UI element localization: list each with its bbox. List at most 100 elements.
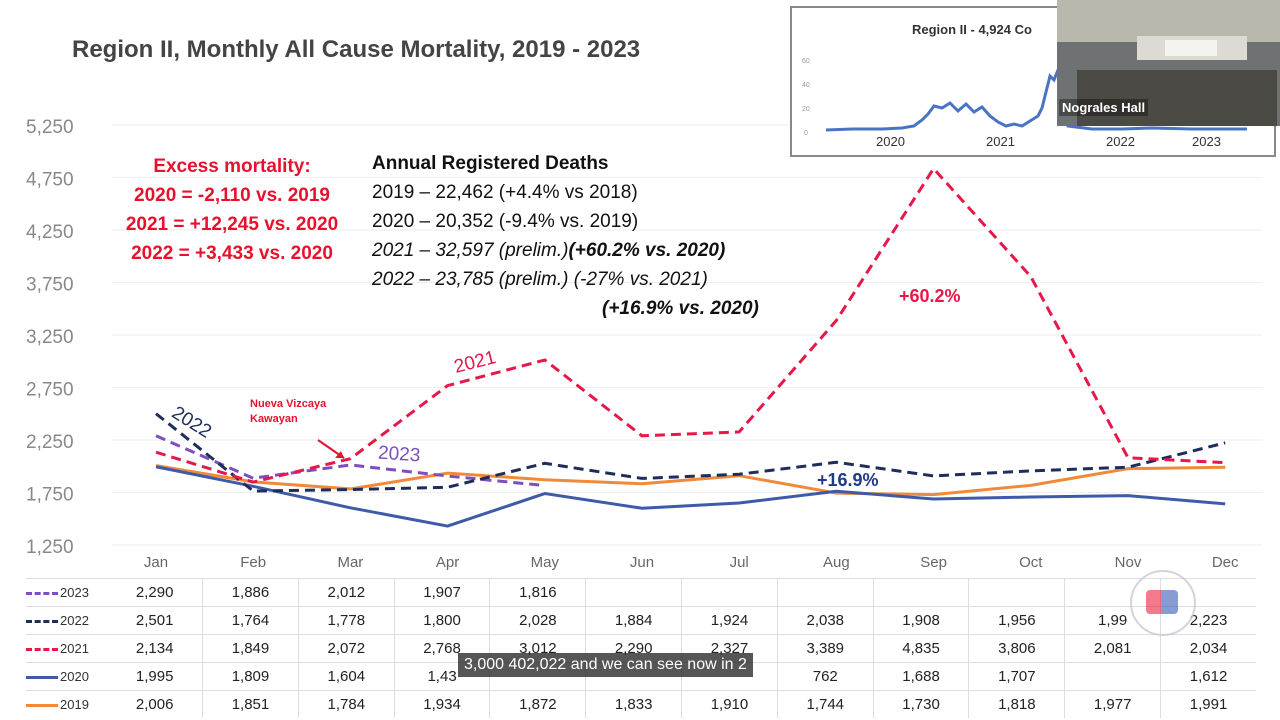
series-line-2022 (155, 412, 1226, 493)
table-cell: 2,134 (107, 634, 203, 663)
chart-title: Region II, Monthly All Cause Mortality, … (72, 36, 641, 63)
series-line-2021 (155, 166, 1226, 484)
table-legend-key: 2021 (26, 634, 108, 663)
excess-line-2022: 2022 = +3,433 vs. 2020 (131, 243, 333, 264)
inset-year-2021: 2021 (986, 134, 1015, 149)
legend-swatch (26, 619, 58, 623)
table-cell: 1,908 (872, 606, 969, 635)
x-tick-label: Jan (144, 554, 168, 571)
legend-swatch (26, 675, 58, 679)
table-cell: 762 (776, 662, 874, 691)
table-cell (585, 578, 682, 607)
series-line-2020 (155, 465, 1226, 528)
table-cell: 1,924 (681, 606, 778, 635)
legend-label: 2021 (60, 641, 89, 656)
x-tick-label: Sep (920, 554, 947, 571)
kawayan-text: Kawayan (250, 413, 298, 425)
excess-heading: Excess mortality: (153, 156, 311, 177)
annual-heading: Annual Registered Deaths (372, 153, 609, 174)
table-row-2019: 2019 2,006 1,851 1,784 1,934 1,872 1,833 1,910 1… (26, 690, 1256, 718)
y-tick-label: 3,750 (26, 275, 74, 296)
label-pct-169: +16.9% (817, 470, 879, 490)
annual-deaths-box: Annual Registered Deaths 2019 – 22,462 (… (372, 149, 759, 323)
table-cell: 1,764 (202, 606, 299, 635)
y-tick-label: 4,250 (26, 222, 74, 243)
table-cell (872, 578, 969, 607)
table-cell: 2,006 (107, 690, 203, 718)
table-cell (681, 578, 778, 607)
table-cell: 2,028 (489, 606, 586, 635)
table-cell: 1,910 (681, 690, 778, 718)
label-2023: 2023 (377, 442, 421, 467)
table-cell: 3,806 (968, 634, 1065, 663)
legend-swatch (26, 703, 58, 707)
y-tick-label: 5,250 (26, 117, 74, 138)
y-tick-label: 1,750 (26, 485, 74, 506)
table-cell: 1,934 (393, 690, 490, 718)
inset-ytick: 40 (802, 82, 810, 89)
video-feed[interactable]: Nograles Hall (1057, 0, 1280, 126)
table-cell: 4,835 (872, 634, 969, 663)
agency-seal (1130, 570, 1196, 636)
table-cell: 1,800 (393, 606, 490, 635)
table-cell: 2,290 (107, 578, 203, 607)
video-caption: Nograles Hall (1059, 99, 1149, 116)
x-tick-label: Jun (630, 554, 654, 571)
table-cell: 1,707 (968, 662, 1065, 691)
annual-2021: 2021 – 32,597 (prelim.) (372, 240, 569, 261)
table-cell: 2,768 (393, 634, 490, 663)
legend-swatch (26, 647, 58, 651)
annual-2021-change: (+60.2% vs. 2020) (568, 240, 726, 261)
table-row-2022: 2022 2,501 1,764 1,778 1,800 2,028 1,884 1,924 2… (26, 606, 1256, 635)
y-tick-label: 2,750 (26, 380, 74, 401)
table-legend-key: 2022 (26, 606, 108, 635)
table-cell: 1,688 (872, 662, 969, 691)
table-cell: 1,886 (202, 578, 299, 607)
table-cell: 2,081 (1064, 634, 1161, 663)
annual-2020: 2020 – 20,352 (-9.4% vs. 2019) (372, 211, 639, 232)
nueva-vizcaya-text: Nueva Vizcaya (250, 398, 327, 410)
inset-year-2020: 2020 (876, 134, 905, 149)
table-cell (1064, 662, 1161, 691)
video-ceiling (1057, 0, 1280, 42)
table-cell (776, 578, 874, 607)
table-legend-key: 2019 (26, 690, 108, 718)
y-tick-label: 1,250 (26, 537, 74, 558)
table-cell: 1,884 (585, 606, 682, 635)
excess-mortality-box: Excess mortality: 2020 = -2,110 vs. 2019… (112, 152, 352, 268)
legend-label: 2022 (60, 613, 89, 628)
inset-ytick: 20 (802, 106, 810, 113)
annotation-arrowhead (335, 451, 344, 458)
table-cell: 1,612 (1160, 662, 1256, 691)
x-tick-label: Dec (1212, 554, 1239, 571)
label-pct-602: +60.2% (899, 286, 961, 306)
legend-swatch (26, 591, 58, 595)
x-tick-label: Mar (337, 554, 363, 571)
label-nueva-vizcaya: Nueva Vizcaya Kawayan (250, 397, 326, 427)
table-cell: 1,833 (585, 690, 682, 718)
table-cell: 1,744 (776, 690, 874, 718)
table-cell: 1,784 (297, 690, 395, 718)
table-cell (968, 578, 1065, 607)
table-cell: 2,012 (297, 578, 395, 607)
table-row-2020: 2020 1,995 1,809 1,604 1,43 762 1,688 1,707 1,61… (26, 662, 1256, 691)
annual-2019: 2019 – 22,462 (+4.4% vs 2018) (372, 182, 638, 203)
x-tick-label: Oct (1019, 554, 1043, 571)
x-tick-label: Feb (240, 554, 266, 571)
table-cell: 1,977 (1064, 690, 1161, 718)
table-cell: 1,809 (202, 662, 299, 691)
inset-year-2022: 2022 (1106, 134, 1135, 149)
inset-ytick: 0 (804, 130, 808, 137)
table-row-2023: 2023 2,290 1,886 2,012 1,907 1,816 (26, 578, 1256, 607)
y-tick-label: 3,250 (26, 327, 74, 348)
table-cell: 2,038 (776, 606, 874, 635)
table-cell: 1,730 (872, 690, 969, 718)
table-cell: 1,995 (107, 662, 203, 691)
subtitle-caption: 3,000 402,022 and we can see now in 2 (458, 653, 753, 677)
excess-line-2020: 2020 = -2,110 vs. 2019 (134, 185, 330, 206)
legend-label: 2019 (60, 697, 89, 712)
table-cell: 2,501 (107, 606, 203, 635)
inset-ytick: 60 (802, 58, 810, 65)
table-cell: 1,778 (297, 606, 395, 635)
